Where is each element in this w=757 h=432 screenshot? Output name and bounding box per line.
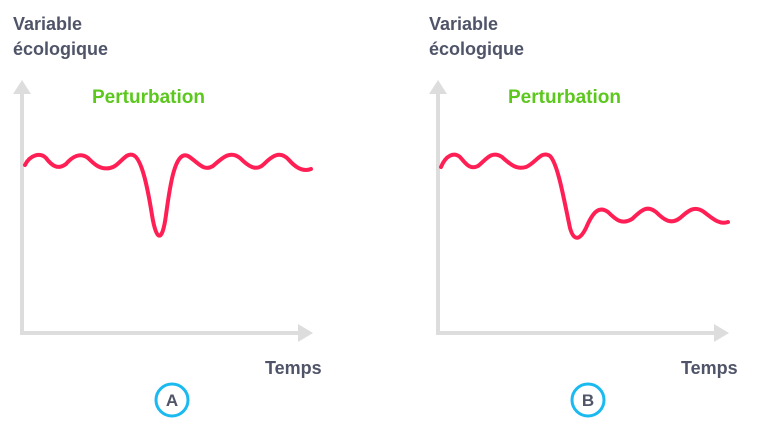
y-axis-label-line2: écologique — [429, 39, 524, 59]
badge-b — [570, 382, 606, 418]
axes-b — [427, 78, 731, 344]
y-axis-label-line1: Variable — [429, 14, 498, 34]
y-axis-label-line2: écologique — [13, 39, 108, 59]
x-axis-label: Temps — [681, 358, 738, 378]
y-axis-label-line1: Variable — [13, 14, 82, 34]
x-axis-label: Temps — [265, 358, 322, 378]
perturbation-label: Perturbation — [92, 87, 205, 108]
axes-a — [11, 78, 315, 344]
badge-a — [154, 382, 190, 418]
badge-a-label: A — [166, 391, 178, 410]
badge-b-label: B — [582, 391, 594, 410]
curve-b — [439, 152, 730, 240]
panel-a: Variable écologique Perturbation Temps A — [11, 14, 322, 418]
curve-a — [23, 152, 313, 238]
perturbation-label: Perturbation — [508, 87, 621, 108]
panel-b: Variable écologique Perturbation Temps B — [427, 14, 738, 418]
